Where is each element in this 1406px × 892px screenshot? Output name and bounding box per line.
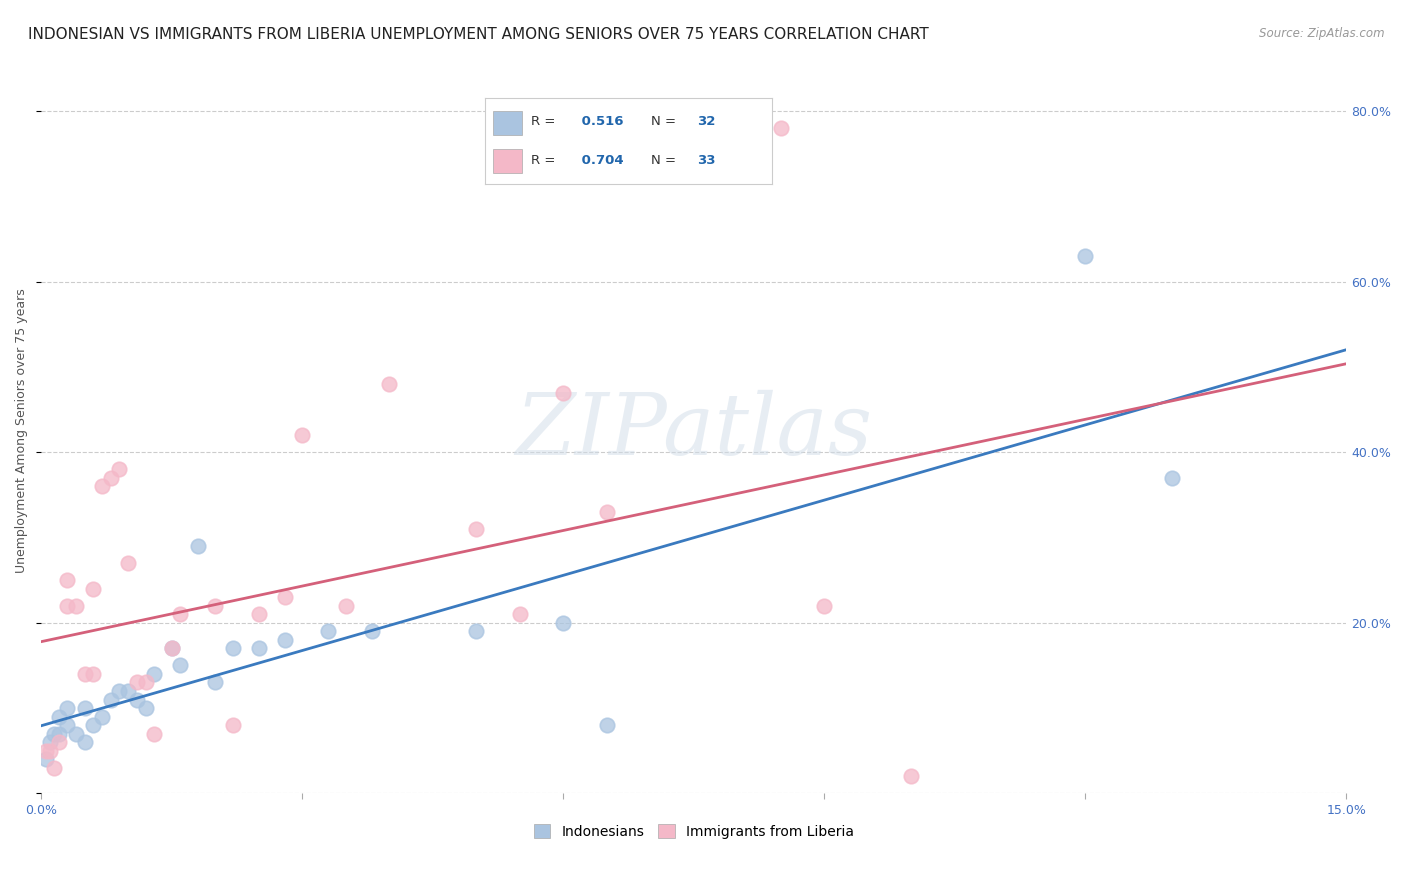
Point: [48, 709, 70, 723]
Point: [221, 641, 243, 656]
Text: Source: ZipAtlas.com: Source: ZipAtlas.com: [1260, 27, 1385, 40]
Point: [169, 658, 191, 673]
Point: [1074, 249, 1097, 263]
Point: [48, 735, 70, 749]
Point: [34, 744, 56, 758]
Point: [56, 718, 79, 732]
Point: [247, 641, 270, 656]
Point: [48, 726, 70, 740]
Point: [143, 726, 166, 740]
Point: [44, 761, 66, 775]
Point: [1161, 471, 1184, 485]
Point: [291, 428, 314, 442]
Point: [56, 599, 79, 613]
Point: [595, 505, 617, 519]
Point: [553, 385, 575, 400]
Point: [117, 556, 139, 570]
Point: [135, 675, 157, 690]
Point: [38, 735, 60, 749]
Point: [247, 607, 270, 622]
Point: [38, 744, 60, 758]
Point: [204, 599, 226, 613]
Point: [553, 615, 575, 630]
Text: INDONESIAN VS IMMIGRANTS FROM LIBERIA UNEMPLOYMENT AMONG SENIORS OVER 75 YEARS C: INDONESIAN VS IMMIGRANTS FROM LIBERIA UN…: [28, 27, 929, 42]
Point: [125, 692, 148, 706]
Point: [900, 769, 922, 783]
Point: [73, 701, 96, 715]
Point: [769, 121, 792, 136]
Point: [100, 471, 122, 485]
Point: [465, 624, 488, 639]
Point: [125, 675, 148, 690]
Point: [595, 718, 617, 732]
Point: [221, 718, 243, 732]
Point: [316, 624, 339, 639]
Point: [56, 573, 79, 587]
Point: [91, 479, 114, 493]
Point: [274, 591, 297, 605]
Point: [187, 539, 209, 553]
Point: [169, 607, 191, 622]
Point: [82, 582, 104, 596]
Point: [160, 641, 183, 656]
Point: [335, 599, 357, 613]
Point: [82, 667, 104, 681]
Point: [34, 752, 56, 766]
Point: [73, 667, 96, 681]
Point: [117, 684, 139, 698]
Point: [160, 641, 183, 656]
Text: ZIPatlas: ZIPatlas: [515, 390, 872, 472]
Point: [465, 522, 488, 536]
Point: [56, 701, 79, 715]
Point: [91, 709, 114, 723]
Legend: Indonesians, Immigrants from Liberia: Indonesians, Immigrants from Liberia: [527, 819, 859, 845]
Point: [204, 675, 226, 690]
Point: [813, 599, 835, 613]
Point: [360, 624, 382, 639]
Point: [82, 718, 104, 732]
Point: [65, 726, 87, 740]
Point: [378, 377, 401, 392]
Point: [108, 462, 131, 476]
Point: [509, 607, 531, 622]
Point: [274, 632, 297, 647]
Point: [65, 599, 87, 613]
Point: [135, 701, 157, 715]
Point: [100, 692, 122, 706]
Point: [108, 684, 131, 698]
Point: [44, 726, 66, 740]
Point: [143, 667, 166, 681]
Point: [73, 735, 96, 749]
Y-axis label: Unemployment Among Seniors over 75 years: Unemployment Among Seniors over 75 years: [15, 288, 28, 574]
